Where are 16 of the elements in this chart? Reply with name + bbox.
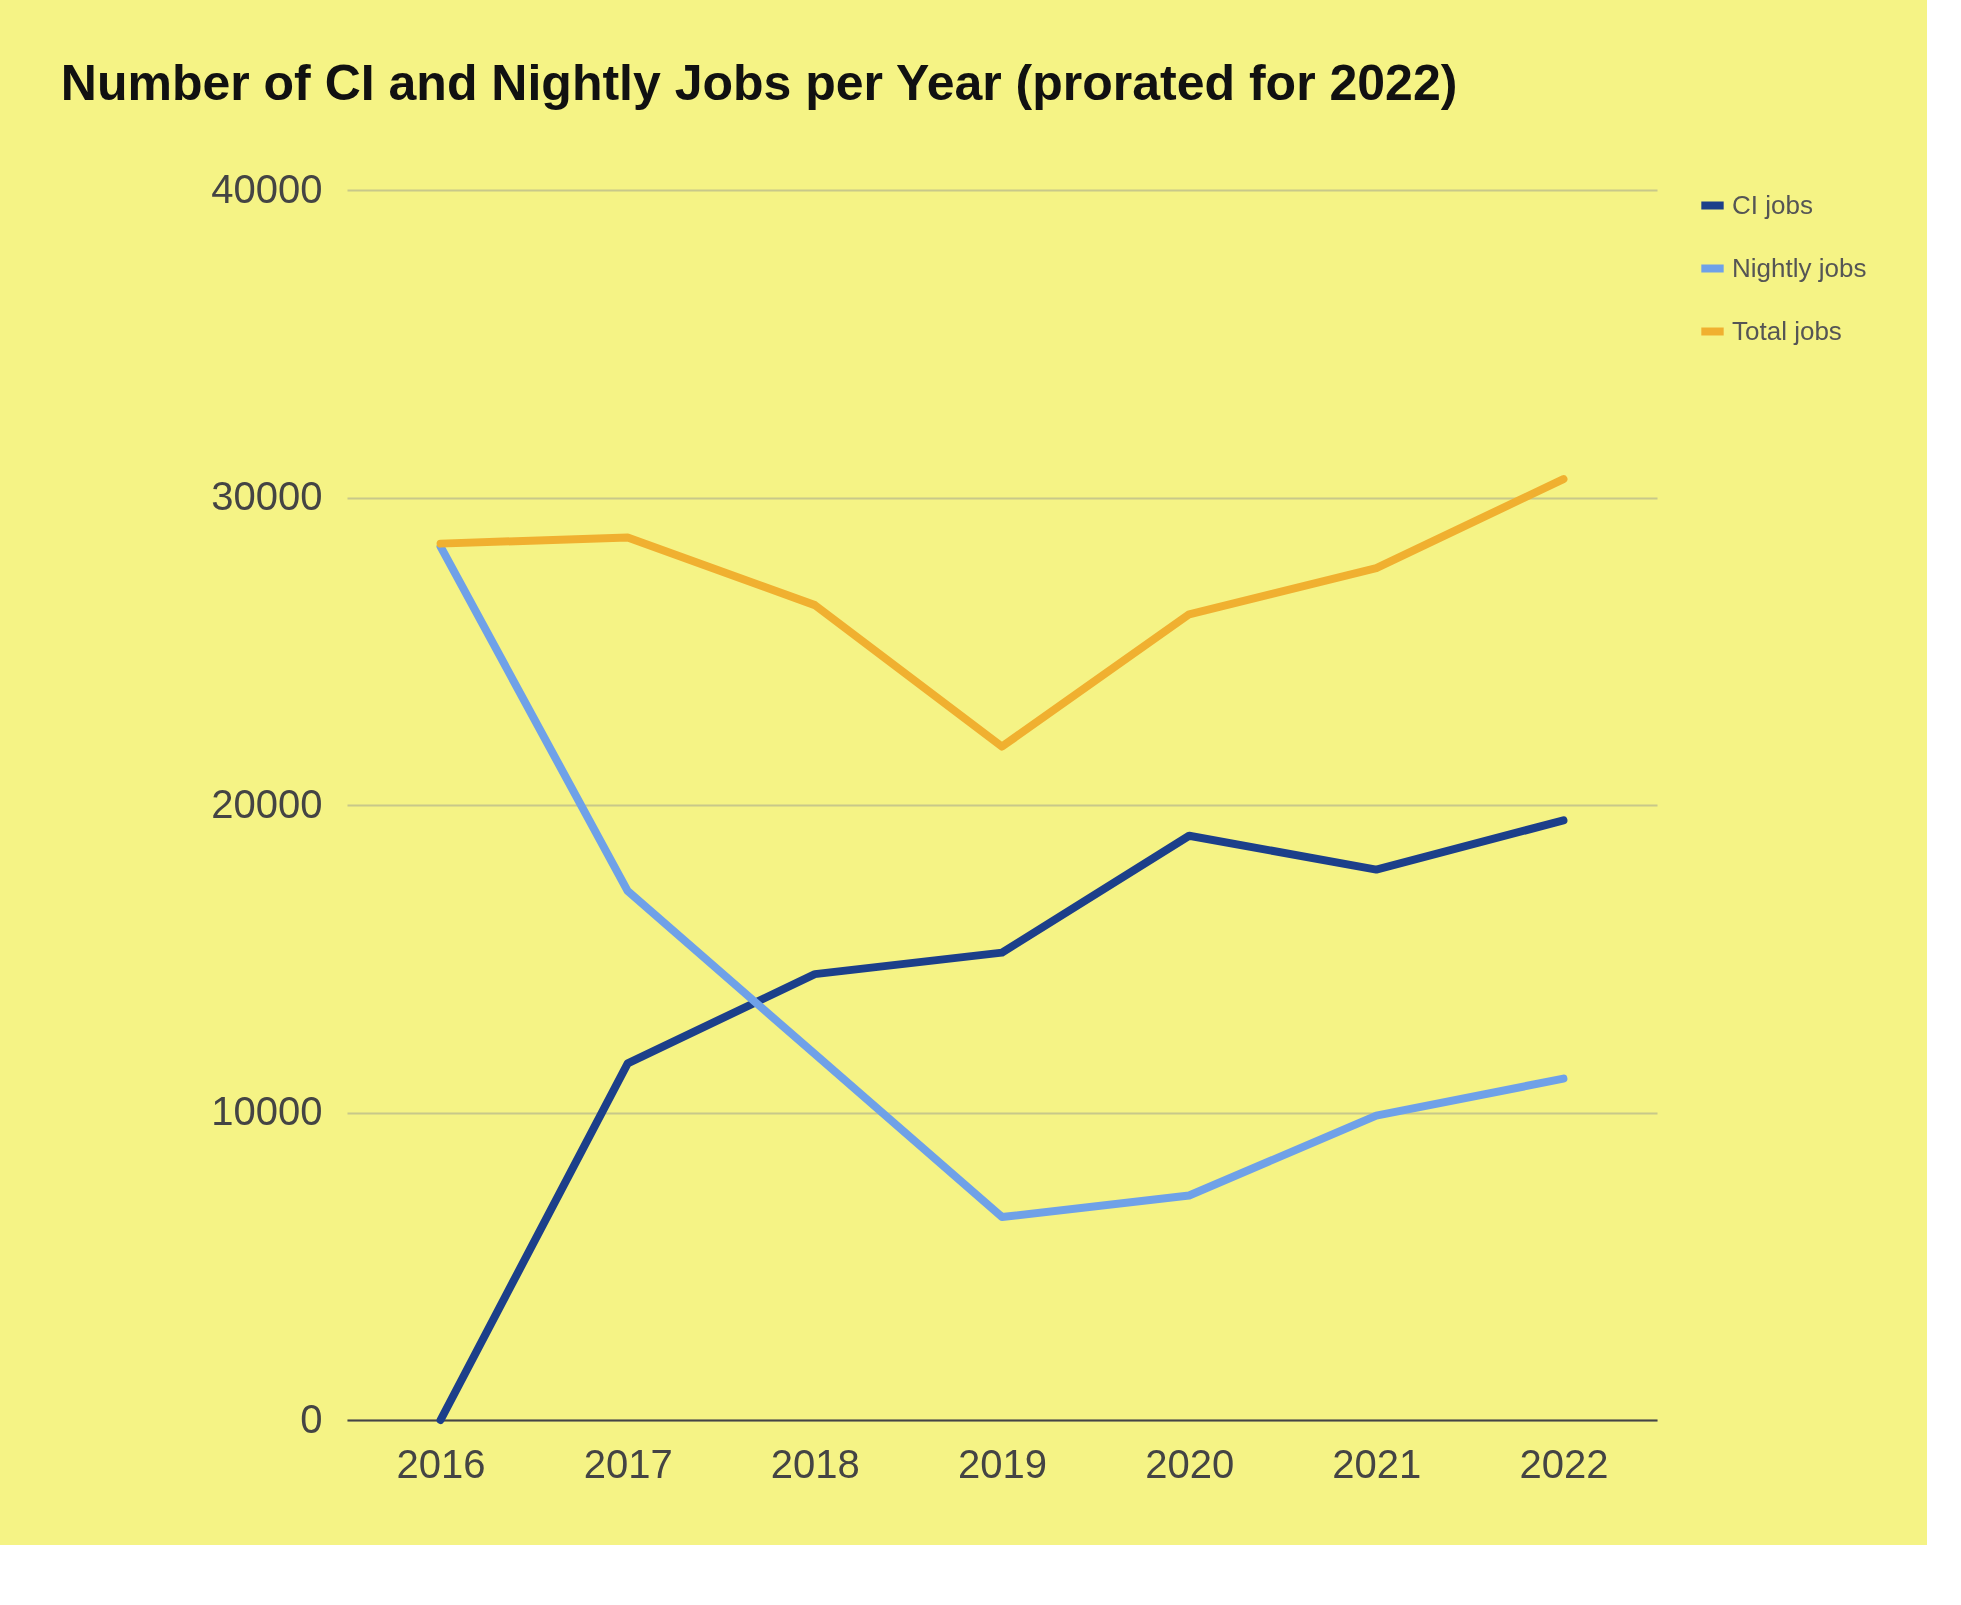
y-tick-label: 0 [300, 1396, 323, 1441]
x-tick-label: 2018 [770, 1441, 860, 1486]
legend-label: Nightly jobs [1732, 252, 1867, 283]
y-tick-label: 30000 [211, 474, 323, 518]
legend-label: Total jobs [1732, 315, 1842, 346]
x-tick-label: 2017 [583, 1441, 673, 1486]
x-tick-label: 2021 [1332, 1441, 1422, 1486]
y-tick-label: 20000 [211, 781, 323, 826]
y-tick-label: 10000 [211, 1089, 323, 1133]
x-tick-label: 2016 [396, 1441, 486, 1486]
x-tick-label: 2019 [958, 1441, 1047, 1486]
x-tick-label: 2022 [1519, 1441, 1609, 1486]
y-tick-label: 40000 [211, 166, 323, 211]
chart-title: Number of CI and Nightly Jobs per Year (prorated for 2022) [60, 55, 1458, 111]
x-tick-label: 2020 [1145, 1441, 1235, 1486]
legend-label: CI jobs [1732, 189, 1813, 220]
